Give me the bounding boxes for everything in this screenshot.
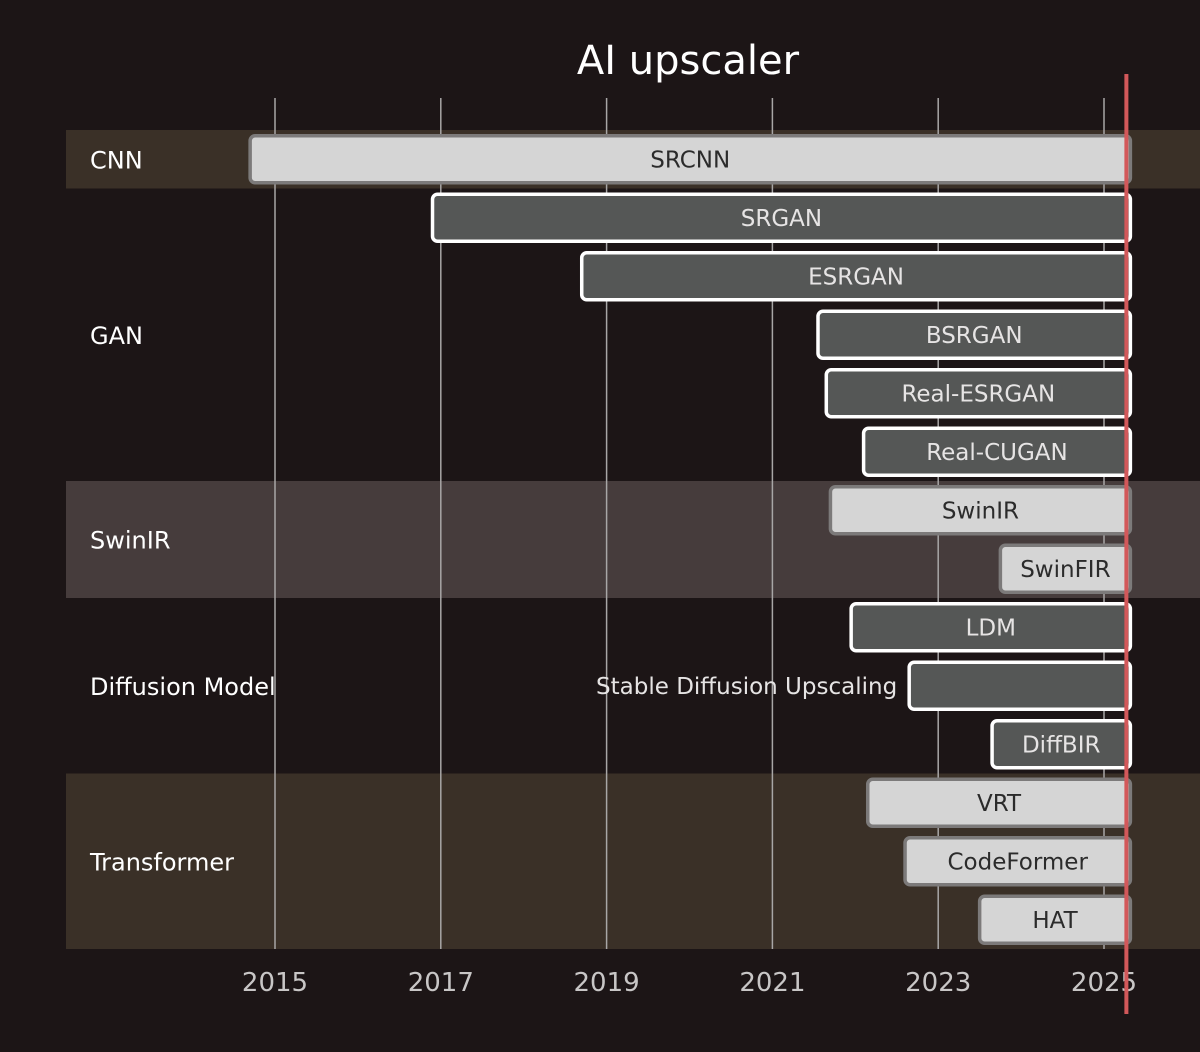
bar-label-real-esrgan: Real-ESRGAN <box>901 381 1055 407</box>
bar-srgan <box>430 192 1133 243</box>
bar-label-hat: HAT <box>1032 908 1078 934</box>
bar-vrt <box>865 777 1133 828</box>
x-tick-label-2019: 2019 <box>574 968 640 998</box>
bar-label-stable-diffusion-upscaling: Stable Diffusion Upscaling <box>596 674 897 700</box>
bar-label-codeformer: CodeFormer <box>947 849 1088 875</box>
bar-label-vrt: VRT <box>977 791 1022 817</box>
x-tick-label-2021: 2021 <box>739 968 805 998</box>
group-label-diffusion-model: Diffusion Model <box>90 673 276 701</box>
bar-label-real-cugan: Real-CUGAN <box>926 440 1068 466</box>
group-label-transformer: Transformer <box>89 848 234 876</box>
bar-label-swinfir: SwinFIR <box>1020 557 1110 583</box>
bar-label-swinir: SwinIR <box>942 498 1019 524</box>
timeline-bars: SRCNN SRGAN ESRGAN BSRGAN Real-ESRGAN Real-CU… <box>248 134 1133 945</box>
group-label-swinir: SwinIR <box>90 527 171 555</box>
bar-label-esrgan: ESRGAN <box>808 264 904 290</box>
bar-swinir <box>828 485 1133 536</box>
group-label-gan: GAN <box>90 322 143 350</box>
bar-label-bsrgan: BSRGAN <box>926 323 1023 349</box>
bar-hat <box>977 894 1133 945</box>
bar-label-diffbir: DiffBIR <box>1022 732 1101 758</box>
x-tick-label-2017: 2017 <box>408 968 474 998</box>
bar-codeformer <box>903 836 1133 887</box>
bar-label-srcnn: SRCNN <box>650 147 730 173</box>
bar-real-cugan <box>861 426 1133 477</box>
group-label-cnn: CNN <box>90 146 143 174</box>
bar-real-esrgan <box>824 368 1133 419</box>
bar-label-ldm: LDM <box>966 615 1016 641</box>
x-tick-label-2015: 2015 <box>242 968 308 998</box>
bar-label-srgan: SRGAN <box>741 206 822 232</box>
bar-diffbir <box>990 719 1133 770</box>
bar-stable-diffusion-upscaling <box>907 660 1133 711</box>
bar-srcnn <box>248 134 1133 185</box>
bar-bsrgan <box>816 309 1133 360</box>
bar-ldm <box>849 602 1133 653</box>
chart-title: AI upscaler <box>577 38 800 84</box>
group-labels: CNN GAN SwinIR Diffusion Model Transformer <box>89 146 276 876</box>
bar-swinfir <box>998 543 1133 594</box>
bar-esrgan <box>579 251 1133 302</box>
x-tick-label-2023: 2023 <box>905 968 971 998</box>
